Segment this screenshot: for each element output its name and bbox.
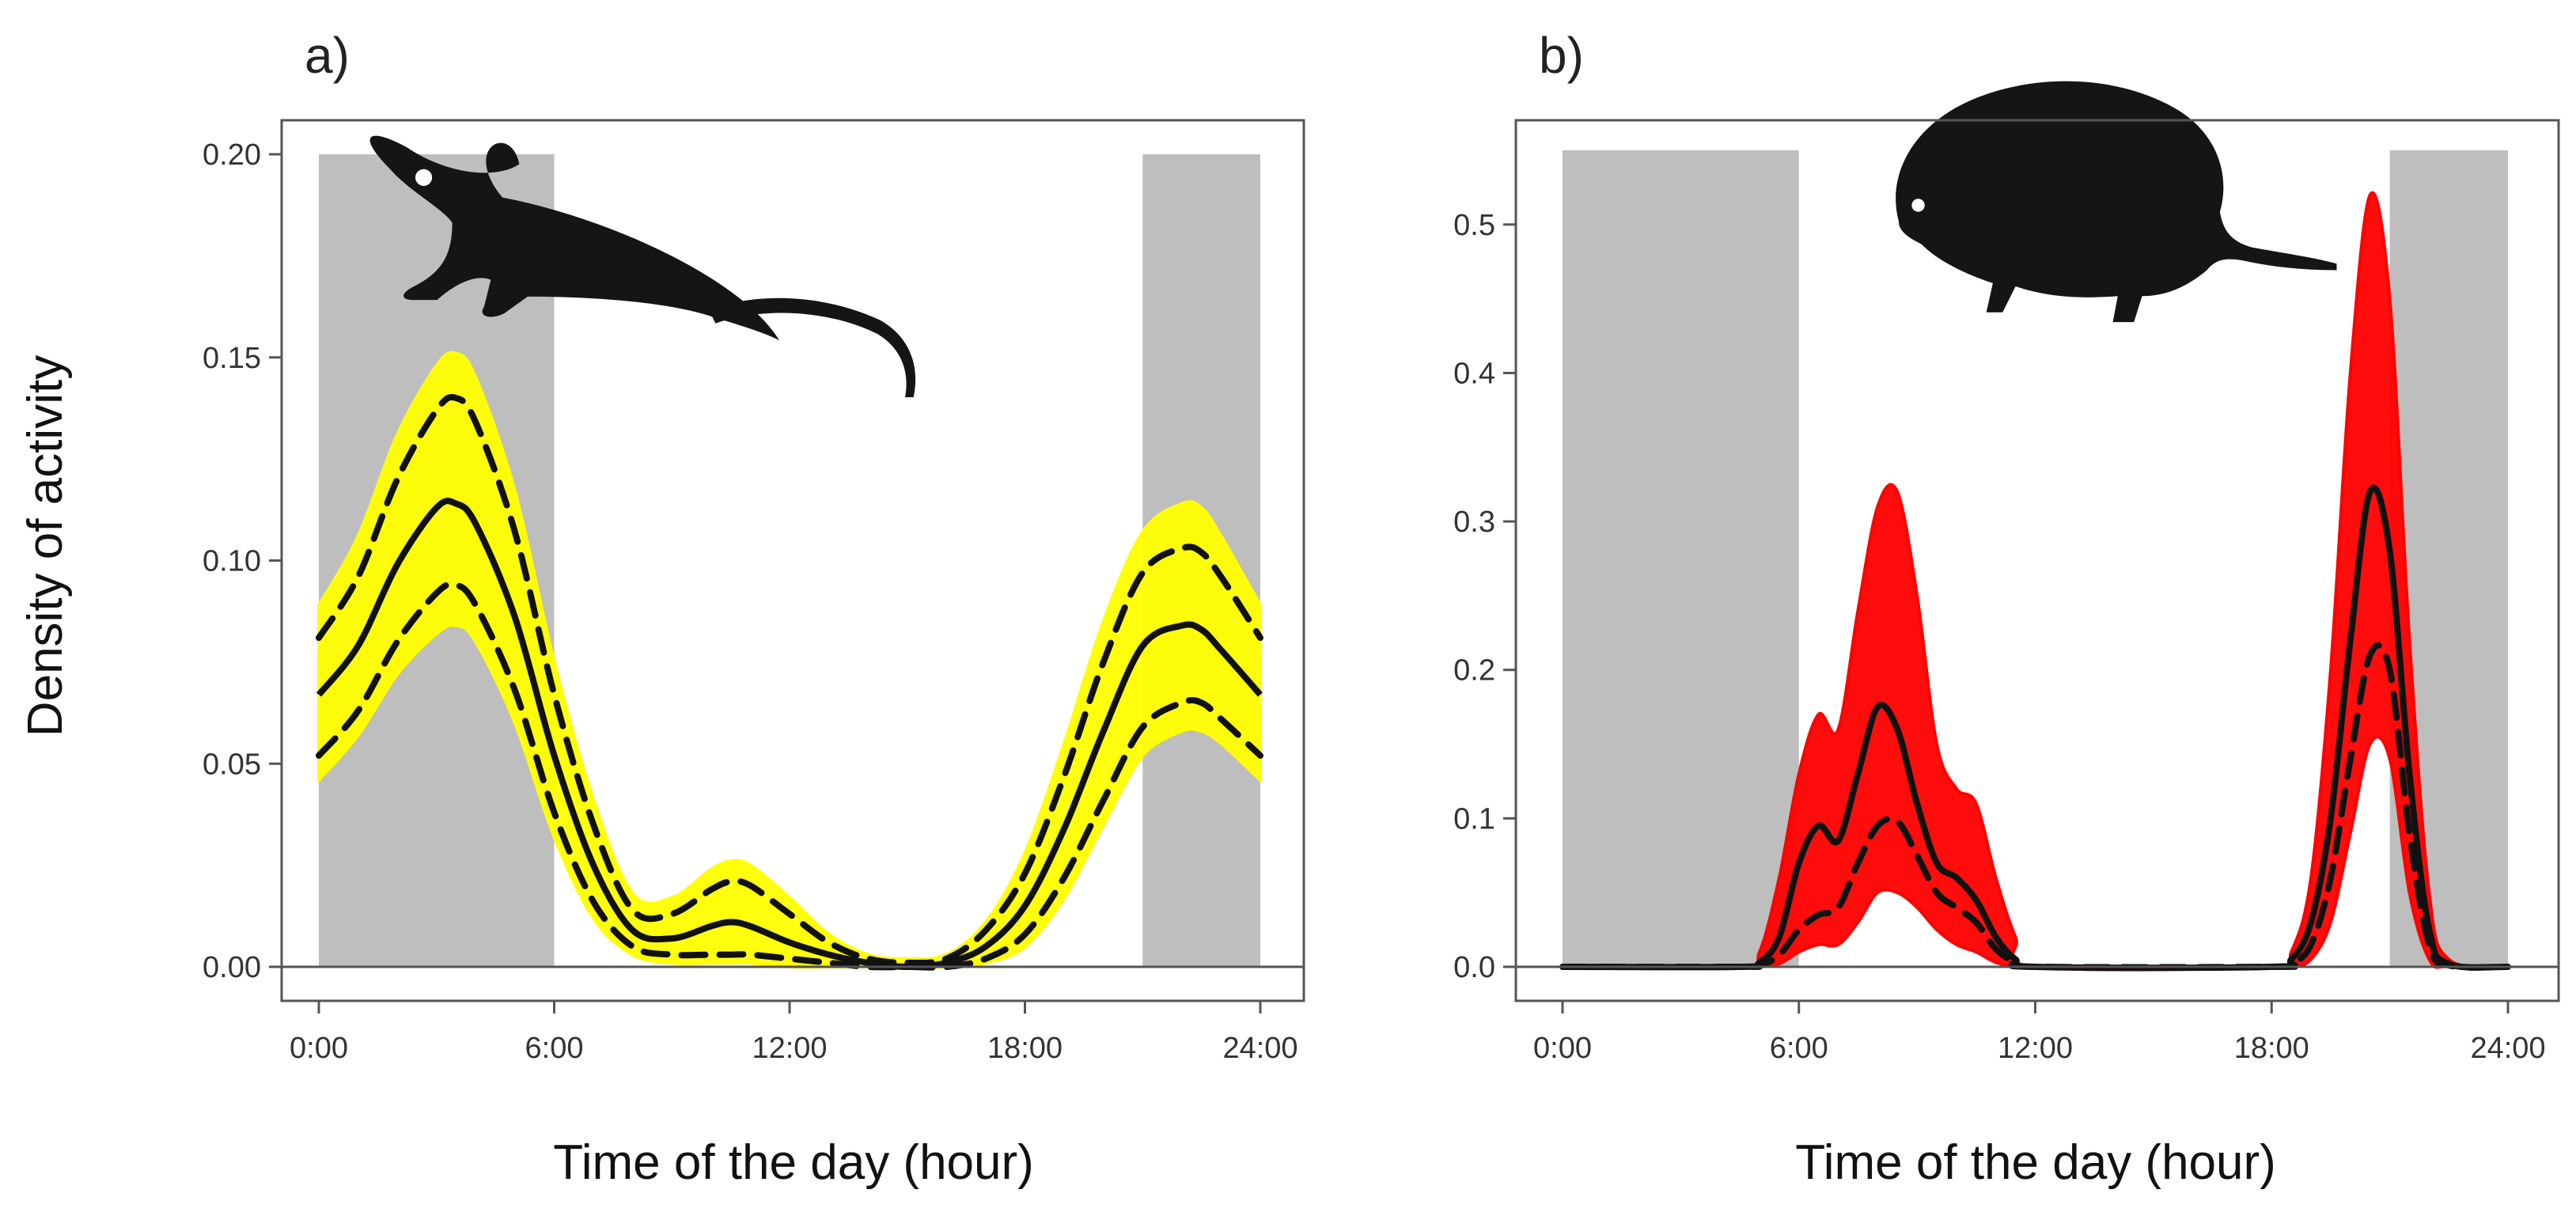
y-tick-label-b-4: 0.4	[1453, 357, 1495, 390]
x-tick-label-b-3: 18:00	[2234, 1032, 2309, 1065]
rodent-silhouette-icon	[1896, 81, 2337, 323]
bootstrap-band-b	[1562, 191, 2509, 972]
x-tick-label-b-1: 6:00	[1770, 1032, 1828, 1065]
y-tick-label-a-4: 0.20	[203, 138, 261, 172]
ci-line-a-1	[316, 394, 1263, 967]
y-tick-label-b-5: 0.5	[1453, 209, 1495, 242]
panel-label-b: b)	[1539, 27, 1584, 84]
ci-line-a-2	[316, 581, 1263, 971]
mean-density-line-a-0	[316, 498, 1263, 970]
y-tick-label-b-1: 0.1	[1453, 802, 1495, 835]
y-tick-label-a-2: 0.10	[203, 545, 261, 578]
activity-envelope-b	[1562, 191, 2509, 972]
ci-line-b-1	[1559, 642, 2511, 971]
y-axis-b: 0.0 0.1 0.2 0.3 0.4 0.5	[1453, 209, 1516, 984]
night-shading-b	[1563, 150, 2508, 967]
panel-label-a: a)	[305, 27, 350, 84]
y-tick-label-a-0: 0.00	[203, 951, 261, 984]
y-tick-label-a-1: 0.05	[203, 748, 261, 781]
y-tick-label-b-2: 0.2	[1453, 654, 1495, 688]
x-tick-label-b-4: 24:00	[2470, 1032, 2545, 1065]
mean-density-line-b-0	[1562, 484, 2509, 972]
panel-b: b) 0.0 0.1 0.2 0.3 0.4 0.5 0:00 6:00 12:00 18:00…	[1453, 27, 2560, 1190]
night-period-b-0	[1563, 150, 1799, 967]
panel-a: a) 0.00 0.05 0.10 0.15 0.20 0:00 6:00 12:00 18:…	[203, 27, 1305, 1190]
x-tick-label-a-3: 18:00	[987, 1032, 1063, 1065]
x-tick-label-a-4: 24:00	[1222, 1032, 1297, 1065]
x-tick-label-a-1: 6:00	[525, 1032, 584, 1065]
x-axis-title-b: Time of the day (hour)	[1795, 1135, 2276, 1190]
y-axis-a: 0.00 0.05 0.10 0.15 0.20	[203, 138, 282, 984]
x-tick-label-a-2: 12:00	[752, 1032, 827, 1065]
mouse-silhouette-icon	[369, 135, 916, 398]
x-tick-label-b-2: 12:00	[1998, 1032, 2073, 1065]
density-lines-a	[316, 394, 1263, 971]
y-tick-label-b-0: 0.0	[1453, 951, 1495, 984]
plot-frame-b	[1514, 119, 2560, 1002]
x-axis-title-a: Time of the day (hour)	[553, 1135, 1034, 1190]
x-tick-label-b-0: 0:00	[1533, 1032, 1592, 1065]
y-axis-title: Density of activity	[18, 355, 73, 737]
x-tick-label-a-0: 0:00	[290, 1032, 348, 1065]
x-axis-b: 0:00 6:00 12:00 18:00 24:00	[1533, 1001, 2546, 1065]
y-tick-label-b-3: 0.3	[1453, 506, 1495, 539]
density-lines-b	[1559, 484, 2511, 972]
y-tick-label-a-3: 0.15	[203, 342, 261, 375]
x-axis-a: 0:00 6:00 12:00 18:00 24:00	[290, 1001, 1298, 1065]
